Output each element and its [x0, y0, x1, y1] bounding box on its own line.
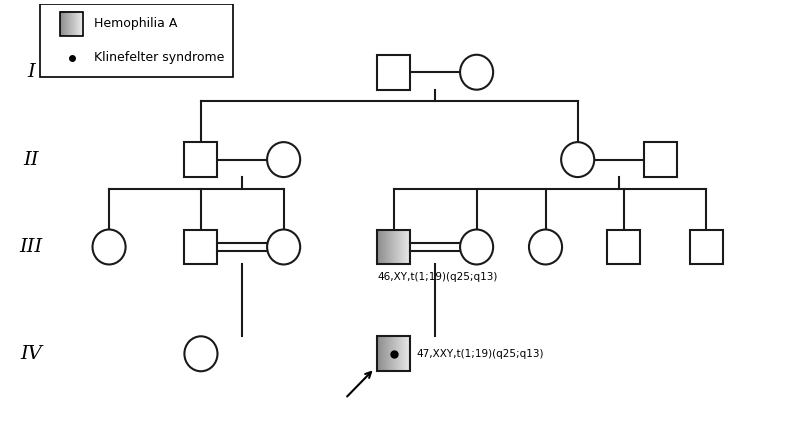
Bar	[184, 142, 218, 177]
Bar	[377, 55, 410, 90]
Text: IV: IV	[20, 345, 42, 363]
Circle shape	[529, 230, 562, 265]
Bar	[184, 230, 218, 265]
Circle shape	[460, 230, 493, 265]
Text: I: I	[27, 63, 35, 81]
Circle shape	[561, 142, 595, 177]
Circle shape	[267, 142, 300, 177]
Text: 46,XY,t(1;19)(q25;q13): 46,XY,t(1;19)(q25;q13)	[377, 272, 498, 282]
Bar	[644, 142, 677, 177]
Text: Hemophilia A: Hemophilia A	[94, 17, 178, 30]
Circle shape	[267, 230, 300, 265]
Text: III: III	[19, 238, 42, 256]
Circle shape	[460, 55, 493, 90]
Bar	[607, 230, 640, 265]
Text: 47,XXY,t(1;19)(q25;q13): 47,XXY,t(1;19)(q25;q13)	[417, 349, 544, 359]
Bar	[377, 230, 410, 265]
Circle shape	[92, 230, 126, 265]
Bar	[61, 12, 84, 36]
Circle shape	[184, 336, 218, 371]
Bar	[377, 336, 410, 371]
Bar	[689, 230, 723, 265]
Bar	[40, 4, 233, 77]
Text: Klinefelter syndrome: Klinefelter syndrome	[94, 51, 225, 64]
Text: II: II	[23, 151, 39, 169]
